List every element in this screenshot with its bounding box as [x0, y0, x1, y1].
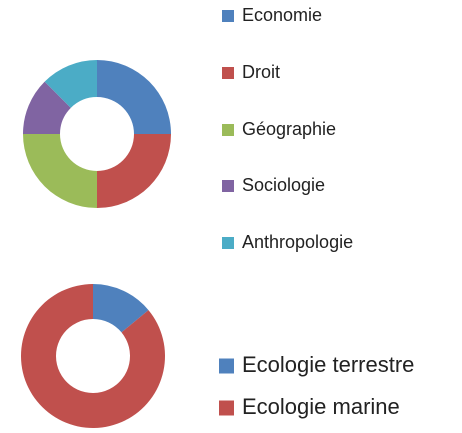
donut-slice	[97, 60, 171, 134]
donut-slice	[97, 134, 171, 208]
legend-swatch	[219, 400, 234, 416]
donut-slice	[20, 283, 165, 428]
donut-slice	[44, 60, 97, 108]
legend-swatch	[222, 180, 234, 192]
legend-swatch	[219, 358, 234, 374]
legend-label: Sociologie	[242, 175, 325, 195]
legend-swatch	[222, 124, 234, 136]
legend-label: Droit	[242, 62, 280, 82]
donut-slice	[93, 284, 149, 333]
legend-label: Ecologie terrestre	[242, 352, 414, 377]
legend-swatch	[222, 10, 234, 22]
legend-label: Economie	[242, 5, 322, 25]
donut-slice	[23, 134, 97, 208]
legend-label: Géographie	[242, 119, 336, 139]
legend-swatch	[222, 67, 234, 79]
legend-label: Anthropologie	[242, 232, 353, 252]
legend-label: Ecologie marine	[242, 394, 400, 419]
donut-slice	[23, 81, 71, 134]
legend-swatch	[222, 237, 234, 249]
